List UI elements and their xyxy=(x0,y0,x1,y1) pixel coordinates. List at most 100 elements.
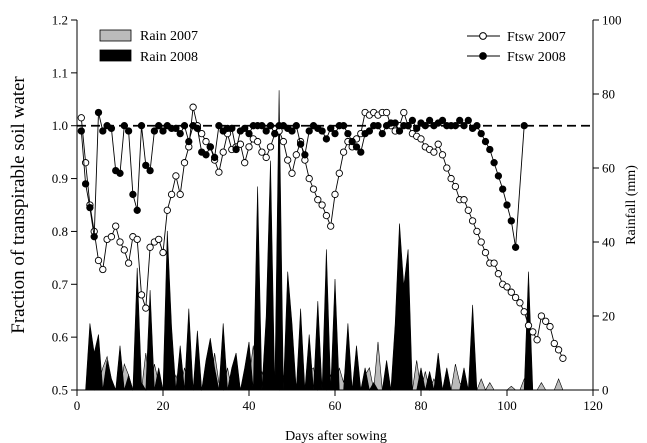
point-ftsw-2008 xyxy=(421,122,429,130)
point-ftsw-2007 xyxy=(494,270,503,278)
y-tick-label-right: 40 xyxy=(602,235,615,250)
point-ftsw-2008 xyxy=(481,137,490,146)
legend-label-ftsw-2008: Ftsw 2008 xyxy=(507,50,566,65)
point-ftsw-2008 xyxy=(232,145,240,154)
point-ftsw-2007 xyxy=(400,108,408,117)
point-ftsw-2008 xyxy=(86,203,94,212)
point-ftsw-2007 xyxy=(266,143,275,151)
point-ftsw-2008 xyxy=(146,166,154,175)
legend-marker-ftsw-2008 xyxy=(479,52,487,60)
point-ftsw-2008 xyxy=(107,124,116,133)
point-ftsw-2007 xyxy=(529,328,537,336)
x-tick-label: 40 xyxy=(243,398,256,413)
point-ftsw-2008 xyxy=(185,137,193,146)
legend-label-ftsw-2007: Ftsw 2007 xyxy=(507,30,566,45)
x-tick-label: 120 xyxy=(583,398,603,413)
y-tick-label-right: 80 xyxy=(602,87,615,102)
point-ftsw-2008 xyxy=(460,122,468,130)
point-ftsw-2008 xyxy=(159,127,167,135)
point-ftsw-2008 xyxy=(425,116,434,125)
point-ftsw-2008 xyxy=(456,116,464,125)
point-ftsw-2007 xyxy=(473,227,481,236)
point-ftsw-2008 xyxy=(241,124,249,133)
point-ftsw-2007 xyxy=(546,322,554,331)
point-ftsw-2008 xyxy=(477,129,485,138)
point-ftsw-2008 xyxy=(202,151,210,159)
point-ftsw-2007 xyxy=(279,137,288,146)
point-ftsw-2008 xyxy=(507,217,515,225)
point-ftsw-2008 xyxy=(193,124,202,133)
point-ftsw-2008 xyxy=(266,122,275,130)
y-tick-label-left: 1.1 xyxy=(52,65,68,80)
point-ftsw-2007 xyxy=(120,246,128,254)
line-ftsw-2007 xyxy=(80,107,564,359)
point-ftsw-2007 xyxy=(464,206,472,214)
point-ftsw-2007 xyxy=(550,339,558,348)
y-tick-label-left: 0.5 xyxy=(52,383,68,398)
legend-rain: Rain 2007 Rain 2008 xyxy=(99,29,198,65)
point-ftsw-2008 xyxy=(137,122,146,130)
x-tick-label: 100 xyxy=(497,398,517,413)
point-ftsw-2008 xyxy=(129,190,137,199)
point-ftsw-2007 xyxy=(309,185,318,193)
point-ftsw-2008 xyxy=(374,122,382,130)
point-ftsw-2008 xyxy=(352,143,361,151)
point-ftsw-2008 xyxy=(288,127,296,135)
point-ftsw-2007 xyxy=(245,143,253,151)
y-tick-label-left: 1.0 xyxy=(52,118,68,133)
point-ftsw-2008 xyxy=(210,153,219,162)
point-ftsw-2008 xyxy=(180,122,189,130)
point-ftsw-2007 xyxy=(339,148,348,156)
point-ftsw-2008 xyxy=(296,140,305,148)
rain-areas xyxy=(77,90,564,392)
point-ftsw-2007 xyxy=(438,151,447,159)
point-ftsw-2008 xyxy=(327,124,335,133)
point-ftsw-2008 xyxy=(258,122,266,130)
point-ftsw-2008 xyxy=(451,122,460,130)
area-rain-2008 xyxy=(77,90,563,392)
point-ftsw-2008 xyxy=(357,148,365,156)
ftsw-lines xyxy=(77,103,567,362)
point-ftsw-2008 xyxy=(365,127,374,135)
tick-labels: 0 20 40 60 80 100 120 0.5 0.6 0.7 0.8 0.9 1.0 1.1 1.2 0… xyxy=(52,13,622,414)
point-ftsw-2007 xyxy=(176,190,184,199)
point-ftsw-2007 xyxy=(434,140,442,148)
point-ftsw-2008 xyxy=(486,145,494,154)
point-ftsw-2007 xyxy=(116,238,124,246)
line-ftsw-2008 xyxy=(80,112,525,248)
point-ftsw-2007 xyxy=(172,172,180,180)
point-ftsw-2008 xyxy=(116,169,124,177)
point-ftsw-2007 xyxy=(253,137,262,146)
point-ftsw-2007 xyxy=(94,256,103,265)
point-ftsw-2008 xyxy=(120,122,128,130)
point-ftsw-2008 xyxy=(271,129,279,138)
point-ftsw-2008 xyxy=(99,127,107,135)
point-ftsw-2008 xyxy=(305,127,313,135)
point-ftsw-2008 xyxy=(133,206,141,214)
x-axis-title: Days after sowing xyxy=(285,429,387,443)
point-ftsw-2007 xyxy=(241,159,249,167)
point-ftsw-2008 xyxy=(395,127,404,135)
point-ftsw-2007 xyxy=(559,354,567,362)
point-ftsw-2008 xyxy=(490,159,498,167)
point-ftsw-2008 xyxy=(344,129,352,138)
point-ftsw-2008 xyxy=(499,185,507,193)
point-ftsw-2007 xyxy=(507,288,515,296)
point-ftsw-2008 xyxy=(378,129,386,138)
point-ftsw-2007 xyxy=(284,156,292,164)
point-ftsw-2007 xyxy=(258,148,266,156)
y-tick-label-left: 0.6 xyxy=(52,330,69,345)
point-ftsw-2007 xyxy=(468,217,477,225)
point-ftsw-2008 xyxy=(348,137,356,146)
point-ftsw-2008 xyxy=(142,161,150,170)
point-ftsw-2007 xyxy=(305,174,313,183)
y-tick-label-right: 60 xyxy=(602,161,615,176)
point-ftsw-2007 xyxy=(554,346,563,354)
point-ftsw-2008 xyxy=(494,172,503,180)
point-ftsw-2007 xyxy=(142,304,150,312)
point-ftsw-2007 xyxy=(77,114,85,122)
point-ftsw-2008 xyxy=(318,127,326,135)
point-ftsw-2007 xyxy=(107,233,116,241)
point-ftsw-2007 xyxy=(189,103,197,111)
